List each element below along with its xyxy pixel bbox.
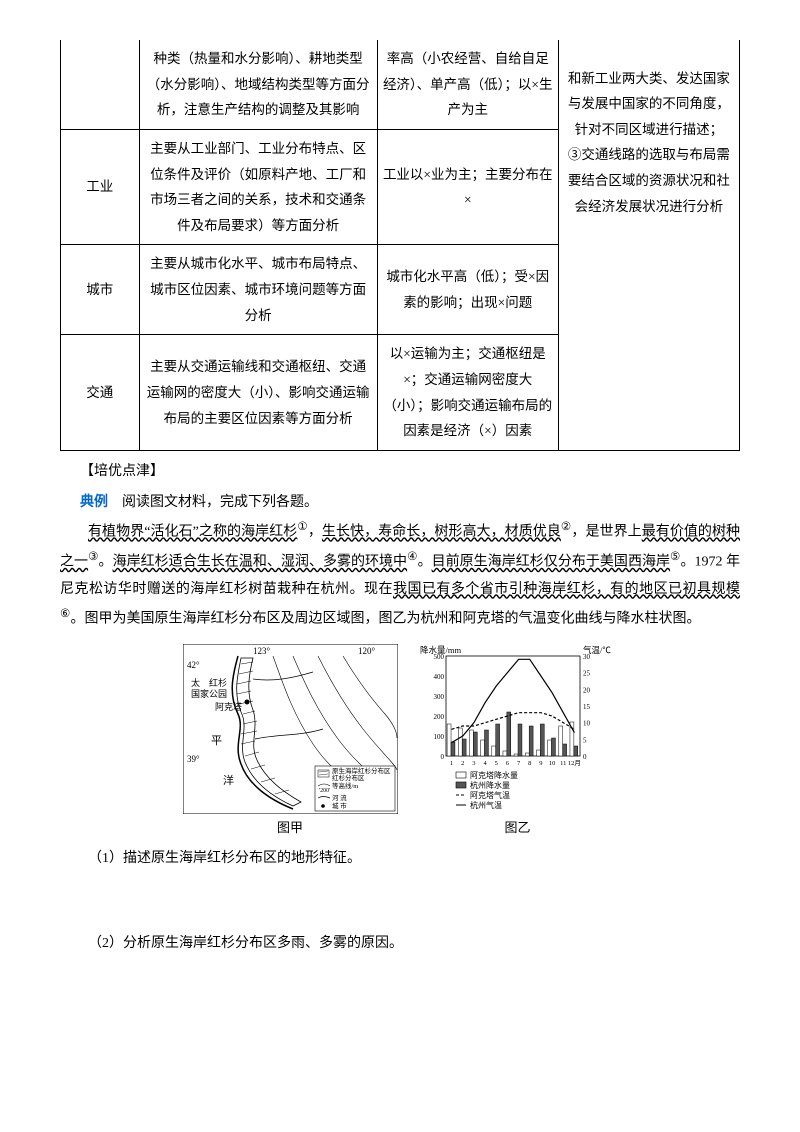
underline-phrase: 生长快，寿命长，树形高大，材质优良	[322, 525, 561, 540]
chart-legend: 阿克塔降水量 杭州降水量 阿克塔气温 杭州气温	[456, 770, 518, 810]
underline-phrase: 海岸红杉适合生长在温和、湿润、多雾的环境中	[113, 555, 408, 570]
svg-text:1: 1	[449, 760, 452, 767]
map-legend: 原生海岸红杉分布区 红杉分布区 等高线/m '200' 河 流 城 市	[315, 766, 395, 811]
map-label-park: 太 红杉	[191, 677, 227, 688]
footnote-marker: ⑤	[670, 550, 680, 563]
cell-description: 城市化水平高（低）；受×因素的影响；出现×问题	[377, 245, 558, 335]
cell-analysis: 主要从交通运输线和交通枢纽、交通运输网的密度大（小）、影响交通运输布局的主要区位…	[139, 335, 377, 451]
cell-description: 以×运输为主；交通枢纽是×；交通运输网密度大（小）；影响交通运输布局的因素是经济…	[377, 335, 558, 451]
svg-text:25: 25	[583, 669, 591, 677]
legend-label: 原生海岸红杉分布区	[332, 766, 391, 775]
footnote-marker: ③	[88, 550, 98, 563]
cell-category: 城市	[61, 245, 140, 335]
svg-text:3: 3	[472, 760, 475, 767]
svg-text:9: 9	[539, 760, 542, 767]
legend-label: 杭州气温	[470, 800, 502, 810]
cell-analysis: 主要从城市化水平、城市布局特点、城市区位因素、城市环境问题等方面分析	[139, 245, 377, 335]
passage-span: ，	[308, 525, 322, 540]
footnote-marker: ①	[297, 520, 308, 533]
svg-text:10: 10	[583, 719, 591, 727]
cell-notes-empty	[558, 245, 739, 450]
svg-text:0: 0	[583, 753, 587, 761]
svg-text:10: 10	[548, 760, 555, 767]
section-heading: 【培优点津】	[80, 459, 740, 486]
map-lon-label: 120°	[358, 646, 376, 656]
cell-notes: 和新工业两大类、发达国家与发展中国家的不同角度，针对不同区域进行描述； ③交通线…	[558, 40, 739, 245]
legend-label: 阿克塔降水量	[470, 770, 518, 780]
passage-span: ，是世界上	[571, 525, 641, 540]
map-label-park: 国家公园	[191, 688, 227, 699]
underline-phrase: 我国已有多个省市引种海岸红杉，有的地区已初具规模	[393, 582, 740, 597]
example-instruction: 阅读图文材料，完成下列各题。	[122, 495, 318, 510]
map-lat-label: 39°	[187, 754, 200, 764]
svg-text:300: 300	[433, 693, 444, 701]
cell-description: 工业以×业为主；主要分布在×	[377, 129, 558, 245]
svg-text:5: 5	[583, 736, 587, 744]
cell-analysis: 种类（热量和水分影响）、耕地类型（水分影响）、地域结构类型等方面分析，注意生产结…	[139, 40, 377, 129]
example-label: 典例	[80, 495, 108, 510]
passage-span: 。	[99, 555, 113, 570]
map-lat-label: 42°	[187, 660, 200, 670]
cell-description: 率高（小农经营、自给自足经济）、单产高（低）；以×生产为主	[377, 40, 558, 129]
legend-label: 阿克塔气温	[470, 790, 510, 800]
cell-category: 交通	[61, 335, 140, 451]
svg-text:20: 20	[583, 686, 591, 694]
svg-text:15: 15	[583, 703, 591, 711]
legend-label: 等高线/m	[332, 781, 358, 790]
footnote-marker: ⑥	[60, 607, 70, 620]
legend-label-sub: 红杉分布区	[332, 773, 365, 782]
legend-label: '200'	[319, 788, 330, 794]
map-lon-label: 123°	[253, 646, 271, 656]
svg-text:5: 5	[494, 760, 497, 767]
figure-caption: 图乙	[504, 816, 530, 841]
svg-text:100: 100	[433, 733, 444, 741]
map-label-city: 阿克塔	[215, 701, 242, 712]
svg-text:200: 200	[433, 713, 444, 721]
svg-text:400: 400	[433, 673, 444, 681]
svg-text:8: 8	[528, 760, 531, 767]
legend-label: 杭州降水量	[470, 780, 510, 790]
footnote-marker: ②	[561, 520, 572, 533]
svg-text:500: 500	[433, 653, 444, 661]
svg-text:6: 6	[505, 760, 509, 767]
underline-phrase: 有植物界“活化石”之称的海岸红杉	[88, 525, 297, 540]
svg-text:2: 2	[461, 760, 464, 767]
map-label-ocean: 洋	[223, 773, 234, 787]
climate-chart-svg: 降水量/mm 气温/℃ 5004003002001000302520151050…	[418, 644, 618, 814]
figure-map: 123° 120° 42° 39°	[183, 644, 398, 841]
analysis-table: 种类（热量和水分影响）、耕地类型（水分影响）、地域结构类型等方面分析，注意生产结…	[60, 40, 740, 451]
legend-label: 城 市	[332, 801, 347, 810]
passage-text: 有植物界“活化石”之称的海岸红杉①，生长快，寿命长，树形高大，材质优良②，是世界…	[60, 516, 740, 633]
map-svg: 123° 120° 42° 39°	[183, 644, 398, 814]
passage-span: 。	[418, 555, 432, 570]
table-row: 种类（热量和水分影响）、耕地类型（水分影响）、地域结构类型等方面分析，注意生产结…	[61, 40, 740, 129]
question-1: （1）描述原生海岸红杉分布区的地形特征。	[60, 846, 740, 873]
cell-category	[61, 40, 140, 129]
figure-chart: 降水量/mm 气温/℃ 5004003002001000302520151050…	[418, 644, 618, 841]
cell-category: 工业	[61, 129, 140, 245]
passage-span: 。图甲为美国原生海岸红杉分布区及周边区域图，图乙为杭州和阿克塔的气温变化曲线与降…	[70, 612, 700, 627]
city-marker	[244, 699, 249, 704]
footnote-marker: ④	[407, 550, 417, 563]
table-row: 城市 主要从城市化水平、城市布局特点、城市区位因素、城市环境问题等方面分析 城市…	[61, 245, 740, 335]
svg-text:0: 0	[440, 753, 444, 761]
svg-text:12月: 12月	[567, 759, 580, 767]
legend-label: 河 流	[332, 793, 347, 802]
map-label-ocean: 平	[211, 735, 222, 747]
svg-text:7: 7	[516, 760, 520, 767]
figure-caption: 图甲	[277, 816, 303, 841]
cell-analysis: 主要从工业部门、工业分布特点、区位条件及评价（如原料产地、工厂和市场三者之间的关…	[139, 129, 377, 245]
svg-text:4: 4	[483, 760, 487, 767]
svg-text:30: 30	[583, 653, 591, 661]
svg-text:11: 11	[560, 760, 566, 767]
underline-phrase: 目前原生海岸红杉仅分布于美国西海岸	[432, 555, 670, 570]
question-2: （2）分析原生海岸红杉分布区多雨、多雾的原因。	[60, 931, 740, 958]
example-line: 典例 阅读图文材料，完成下列各题。	[80, 490, 740, 517]
